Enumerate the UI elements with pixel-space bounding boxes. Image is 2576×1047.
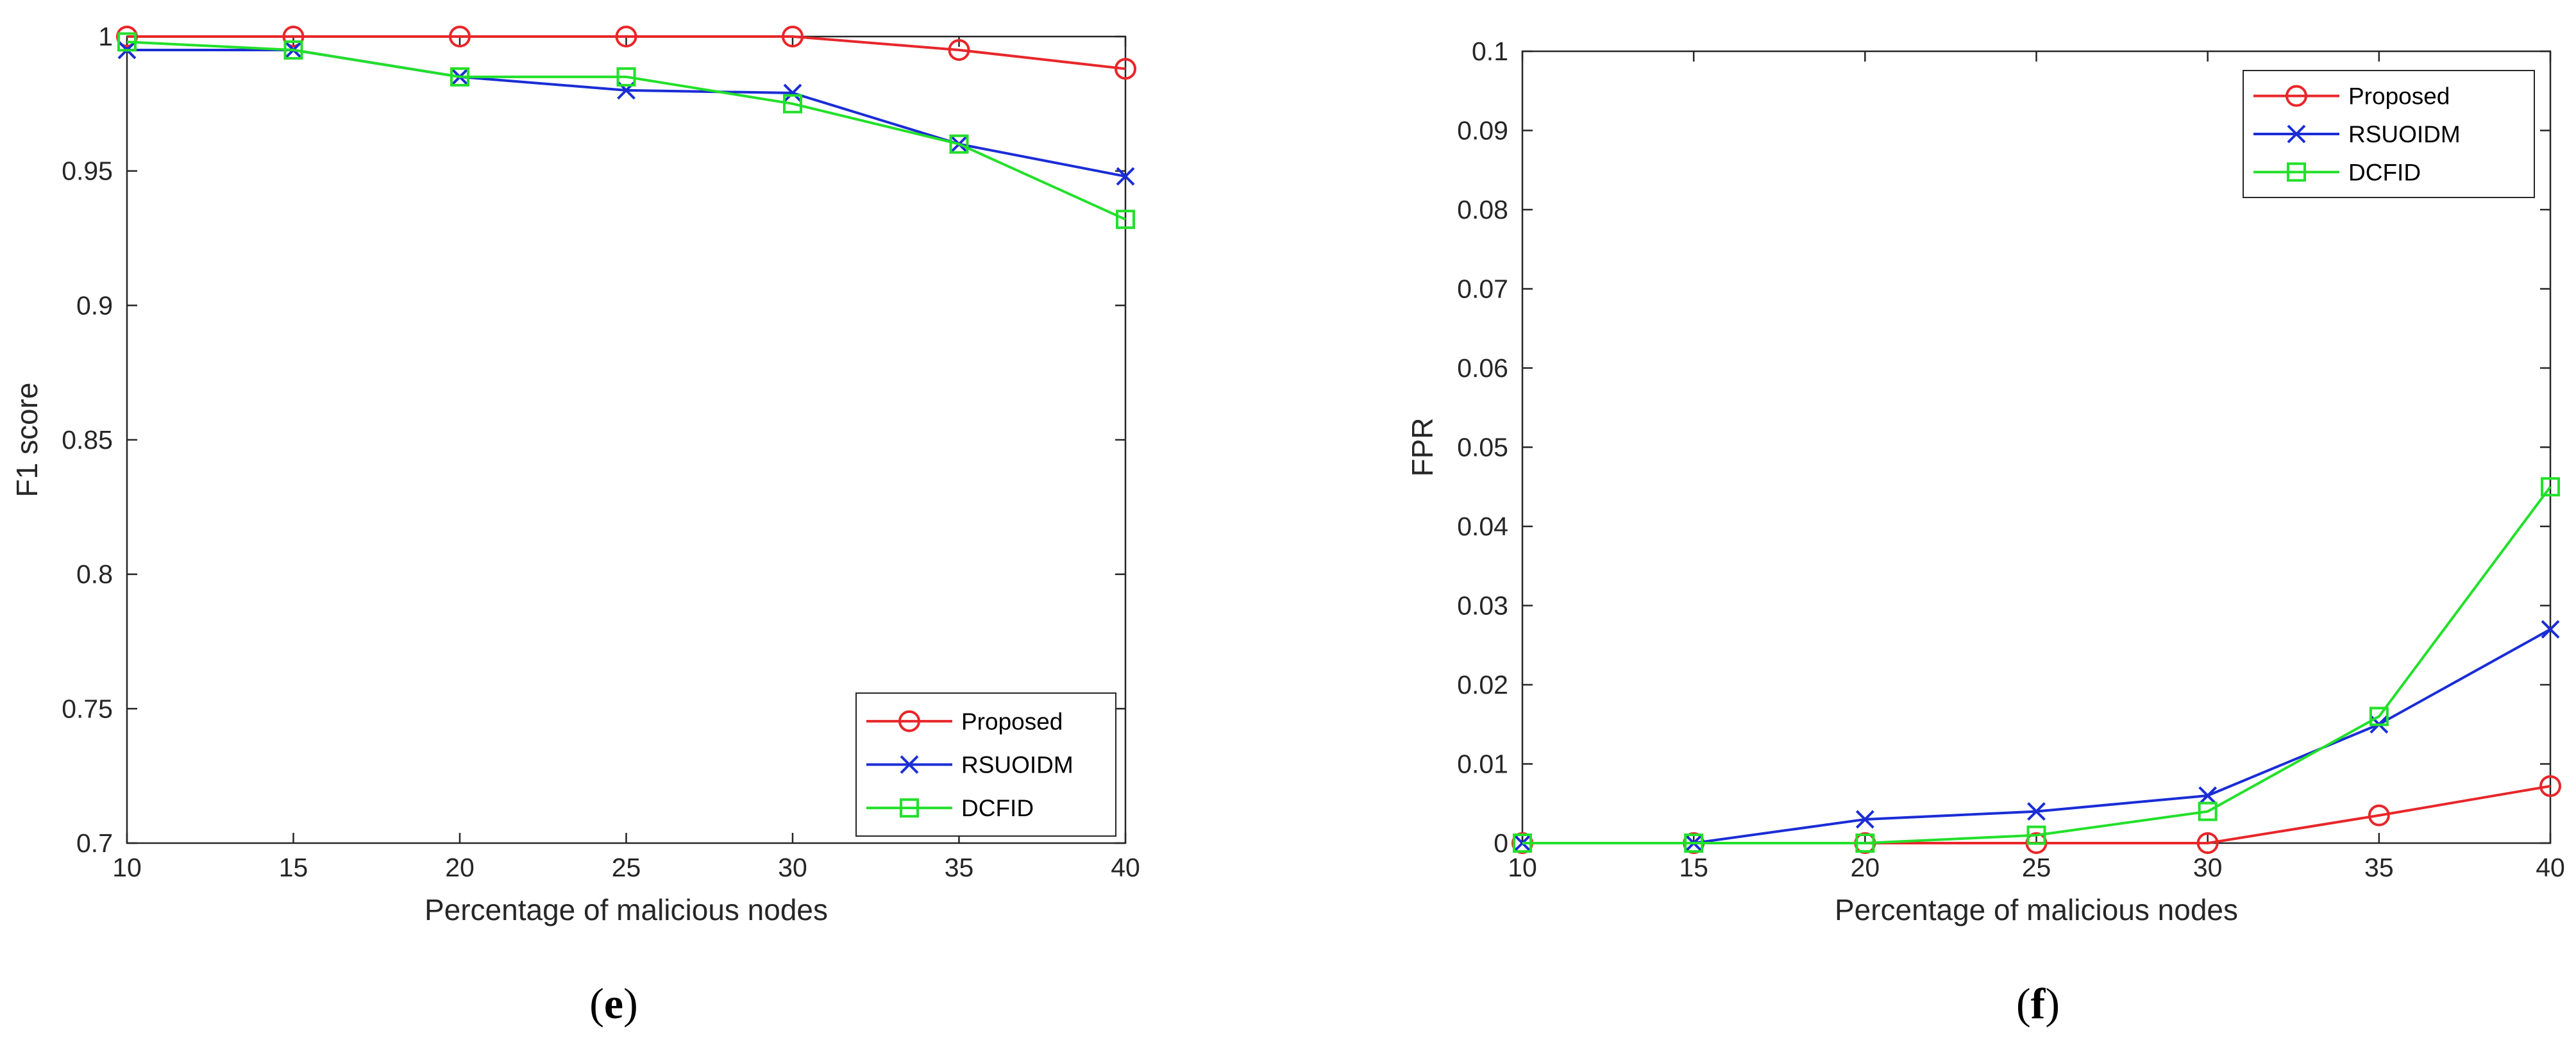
series-line-dcfid (1522, 486, 2552, 844)
data-point-dcfid (2198, 801, 2218, 821)
x-tick-label: 20 (1851, 853, 1880, 882)
data-point-dcfid (1684, 833, 1704, 853)
data-point-proposed (2196, 832, 2219, 854)
data-point-dcfid (1513, 833, 1532, 853)
legend-swatch-marker (2287, 162, 2306, 182)
data-point-rsuoidm (1855, 810, 1874, 829)
series-line-dcfid (126, 40, 1126, 221)
legend-label: RSUOIDM (961, 752, 1073, 778)
series-dcfid (1513, 477, 2560, 853)
data-point-rsuoidm (2541, 620, 2560, 639)
x-tick-label: 30 (2193, 853, 2223, 882)
y-tick-label: 0.07 (1457, 274, 1508, 304)
chart-f: 10 15 20 25 30 35 40 0 0.01 0.02 0.03 0.04 0.05 0.06 0… (1406, 37, 2565, 1028)
data-point-proposed (615, 26, 637, 47)
legend: Proposed RSUOIDM DCFID (2243, 70, 2535, 198)
y-tick-label: 0 (1494, 828, 1508, 858)
data-point-dcfid (1116, 210, 1135, 230)
data-point-rsuoidm (2027, 802, 2046, 821)
x-tick-label: 15 (279, 853, 308, 882)
data-point-dcfid (616, 67, 636, 87)
legend-swatch-marker (900, 755, 919, 774)
y-axis-label: FPR (1406, 418, 1439, 477)
y-tick-label: 0.8 (76, 560, 113, 589)
caption-letter: f (2031, 979, 2046, 1028)
legend-label: Proposed (2348, 83, 2450, 110)
data-point-dcfid (283, 40, 303, 60)
legend-swatch-marker (900, 798, 919, 818)
series-line-proposed (127, 35, 1126, 71)
y-tick-label: 0.08 (1457, 195, 1508, 224)
data-point-proposed (2368, 804, 2390, 826)
legend-swatch-marker (2286, 85, 2307, 107)
y-tick-label: 0.85 (62, 425, 113, 455)
data-point-proposed (2539, 775, 2561, 798)
legend-label: RSUOIDM (2348, 121, 2461, 147)
x-tick-label: 30 (778, 853, 807, 882)
figure-caption: (e) (589, 979, 638, 1028)
legend-label: DCFID (961, 795, 1034, 821)
data-point-dcfid (949, 134, 969, 154)
y-tick-label: 0.02 (1457, 670, 1508, 699)
y-tick-label: 0.75 (62, 694, 113, 723)
data-point-rsuoidm (2198, 786, 2218, 805)
x-tick-label: 40 (1111, 853, 1140, 882)
y-tick-label: 0.03 (1457, 591, 1508, 621)
y-tick-label: 0.04 (1457, 512, 1508, 541)
x-axis-label: Percentage of malicious nodes (425, 893, 828, 926)
series-dcfid (117, 32, 1135, 230)
x-tick-label: 25 (2022, 853, 2051, 882)
y-tick-label: 0.09 (1457, 116, 1508, 146)
x-tick-label: 10 (1508, 853, 1537, 882)
y-tick-label: 0.7 (76, 828, 113, 858)
data-point-dcfid (117, 32, 137, 52)
data-point-rsuoidm (1116, 167, 1135, 186)
legend-swatch-marker (898, 710, 920, 732)
legend-label: Proposed (961, 708, 1063, 735)
y-tick-label: 1 (98, 22, 113, 51)
x-tick-label: 15 (1679, 853, 1708, 882)
legend-label: DCFID (2348, 159, 2421, 185)
y-tick-label: 0.1 (1472, 37, 1508, 66)
y-tick-label: 0.01 (1457, 750, 1508, 779)
legend-swatch-marker (2287, 124, 2306, 144)
legend: Proposed RSUOIDM DCFID (855, 692, 1116, 837)
data-point-dcfid (1855, 833, 1875, 853)
data-point-dcfid (783, 94, 802, 113)
data-point-proposed (948, 38, 970, 61)
data-point-dcfid (2026, 825, 2046, 845)
x-tick-label: 40 (2536, 853, 2565, 882)
x-tick-label: 25 (612, 853, 641, 882)
data-point-dcfid (2369, 707, 2389, 726)
y-tick-label: 0.9 (76, 290, 113, 320)
y-tick-label: 0.95 (62, 156, 113, 186)
data-point-dcfid (450, 67, 469, 87)
figure-caption: (f) (2016, 979, 2060, 1028)
data-point-proposed (1115, 58, 1136, 80)
y-tick-label: 0.06 (1457, 353, 1508, 383)
data-point-rsuoidm (783, 83, 802, 103)
data-point-proposed (782, 26, 804, 47)
x-tick-label: 10 (112, 853, 142, 882)
data-point-proposed (282, 26, 305, 47)
y-tick-label: 0.05 (1457, 433, 1508, 462)
chart-e: 10 15 20 25 30 35 40 0.7 0.75 0.8 0.85 0.9 0.95 1 Perc… (10, 22, 1140, 1028)
data-point-dcfid (2541, 477, 2560, 497)
x-tick-label: 35 (945, 853, 974, 882)
x-axis-label: Percentage of malicious nodes (1835, 893, 2238, 926)
x-tick-label: 35 (2364, 853, 2394, 882)
data-point-proposed (449, 26, 471, 47)
y-axis-label: F1 score (10, 383, 44, 498)
caption-letter: e (604, 979, 623, 1028)
x-tick-label: 20 (445, 853, 475, 882)
